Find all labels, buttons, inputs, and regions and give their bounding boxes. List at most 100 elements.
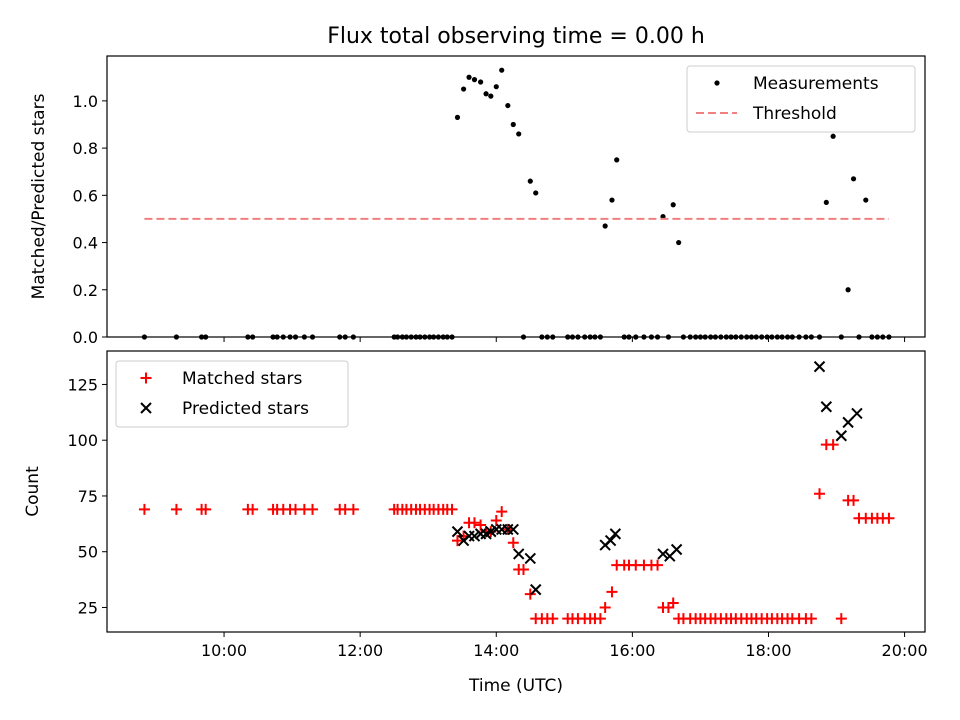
data-point bbox=[517, 564, 529, 576]
data-point bbox=[170, 503, 182, 515]
chart-title: Flux total observing time = 0.00 h bbox=[327, 24, 705, 49]
x-tick-label: 10:00 bbox=[201, 641, 247, 660]
data-point bbox=[468, 517, 480, 529]
data-point bbox=[496, 506, 508, 518]
data-point bbox=[507, 523, 519, 536]
data-point bbox=[516, 131, 522, 137]
data-point bbox=[657, 548, 669, 560]
data-point bbox=[805, 613, 817, 625]
data-point bbox=[813, 360, 826, 373]
data-point bbox=[670, 202, 676, 208]
x-tick-label: 14:00 bbox=[473, 641, 519, 660]
data-point bbox=[530, 583, 542, 596]
data-point bbox=[883, 512, 895, 524]
axes-frame bbox=[106, 55, 926, 338]
data-point bbox=[247, 503, 259, 515]
legend-marker bbox=[140, 402, 152, 414]
data-point bbox=[460, 86, 467, 92]
y-tick-label: 1.0 bbox=[73, 92, 98, 111]
data-point bbox=[820, 401, 833, 413]
y-axis-label: Matched/Predicted stars bbox=[29, 93, 49, 299]
data-point bbox=[451, 525, 464, 538]
data-point bbox=[446, 503, 458, 515]
data-point bbox=[527, 178, 533, 184]
x-axis-label: Time (UTC) bbox=[468, 676, 563, 696]
series-plus bbox=[138, 439, 895, 625]
data-point bbox=[667, 597, 679, 609]
y-tick-label: 0.6 bbox=[73, 186, 98, 205]
data-point bbox=[475, 519, 487, 531]
legend-label: Predicted stars bbox=[182, 399, 309, 419]
legend-label: Threshold bbox=[752, 104, 837, 124]
data-point bbox=[842, 416, 854, 429]
y-tick-label: 0.8 bbox=[73, 139, 98, 158]
data-point bbox=[488, 93, 494, 99]
data-point bbox=[468, 530, 481, 542]
data-point bbox=[510, 121, 516, 128]
data-point bbox=[478, 79, 484, 85]
data-point bbox=[606, 586, 618, 598]
series-cross bbox=[451, 360, 863, 596]
data-point bbox=[200, 503, 212, 515]
data-point bbox=[533, 190, 539, 196]
y-tick-label: 0.2 bbox=[73, 281, 98, 300]
x-tick-label: 18:00 bbox=[745, 641, 791, 660]
legend-label: Measurements bbox=[753, 74, 879, 94]
data-point bbox=[614, 157, 620, 163]
data-point bbox=[823, 199, 829, 206]
data-point bbox=[451, 535, 463, 547]
data-point bbox=[835, 430, 848, 442]
y-axis-label: Count bbox=[23, 466, 43, 517]
data-point bbox=[138, 503, 150, 515]
legend-box bbox=[115, 360, 349, 428]
x-tick-label: 12:00 bbox=[337, 641, 383, 660]
legend: Measurements Threshold bbox=[686, 65, 916, 133]
data-point bbox=[609, 197, 615, 203]
data-point bbox=[609, 528, 622, 540]
data-point bbox=[483, 91, 489, 97]
data-point bbox=[863, 197, 869, 203]
data-point bbox=[814, 488, 826, 500]
data-point bbox=[507, 537, 519, 549]
y-tick-label: 100 bbox=[67, 431, 98, 450]
y-tick-label: 50 bbox=[78, 543, 98, 562]
y-tick-label: 0.0 bbox=[73, 328, 98, 347]
data-point bbox=[827, 439, 839, 451]
data-point bbox=[848, 494, 860, 506]
x-tick-label: 16:00 bbox=[609, 641, 655, 660]
legend: Matched stars Predicted stars bbox=[115, 360, 349, 428]
x-tick-label: 20:00 bbox=[882, 641, 928, 660]
y-tick-label: 75 bbox=[78, 487, 98, 506]
top-panel: 0.0 0.2 0.4 0.6 0.8 1.0 Matched/Predicted star… bbox=[29, 55, 926, 347]
data-point bbox=[602, 223, 608, 229]
data-point bbox=[490, 514, 502, 526]
data-point bbox=[599, 601, 611, 613]
data-point bbox=[652, 559, 664, 571]
data-point bbox=[660, 213, 666, 220]
data-point bbox=[505, 102, 511, 109]
data-point bbox=[676, 239, 682, 246]
data-point bbox=[851, 407, 863, 420]
data-point bbox=[835, 613, 847, 625]
legend-marker bbox=[140, 372, 152, 384]
bottom-panel: 25 50 75 100 125 10:00 12:00 14:00 16:00 18:00 20:… bbox=[23, 350, 928, 696]
data-point bbox=[547, 613, 559, 625]
data-point bbox=[850, 176, 857, 182]
data-point bbox=[307, 503, 319, 515]
data-point bbox=[454, 114, 461, 120]
y-tick-label: 125 bbox=[67, 375, 98, 394]
axes-frame bbox=[106, 350, 926, 633]
data-point bbox=[471, 77, 478, 83]
y-tick-label: 25 bbox=[78, 598, 98, 617]
data-point bbox=[830, 133, 836, 139]
data-point bbox=[493, 84, 499, 90]
data-point bbox=[524, 552, 536, 565]
data-point bbox=[466, 74, 472, 80]
data-point bbox=[347, 503, 359, 515]
legend-label: Matched stars bbox=[182, 369, 302, 389]
data-point bbox=[604, 534, 617, 547]
data-point bbox=[670, 543, 683, 556]
data-point bbox=[513, 548, 525, 560]
legend-marker bbox=[714, 80, 720, 86]
